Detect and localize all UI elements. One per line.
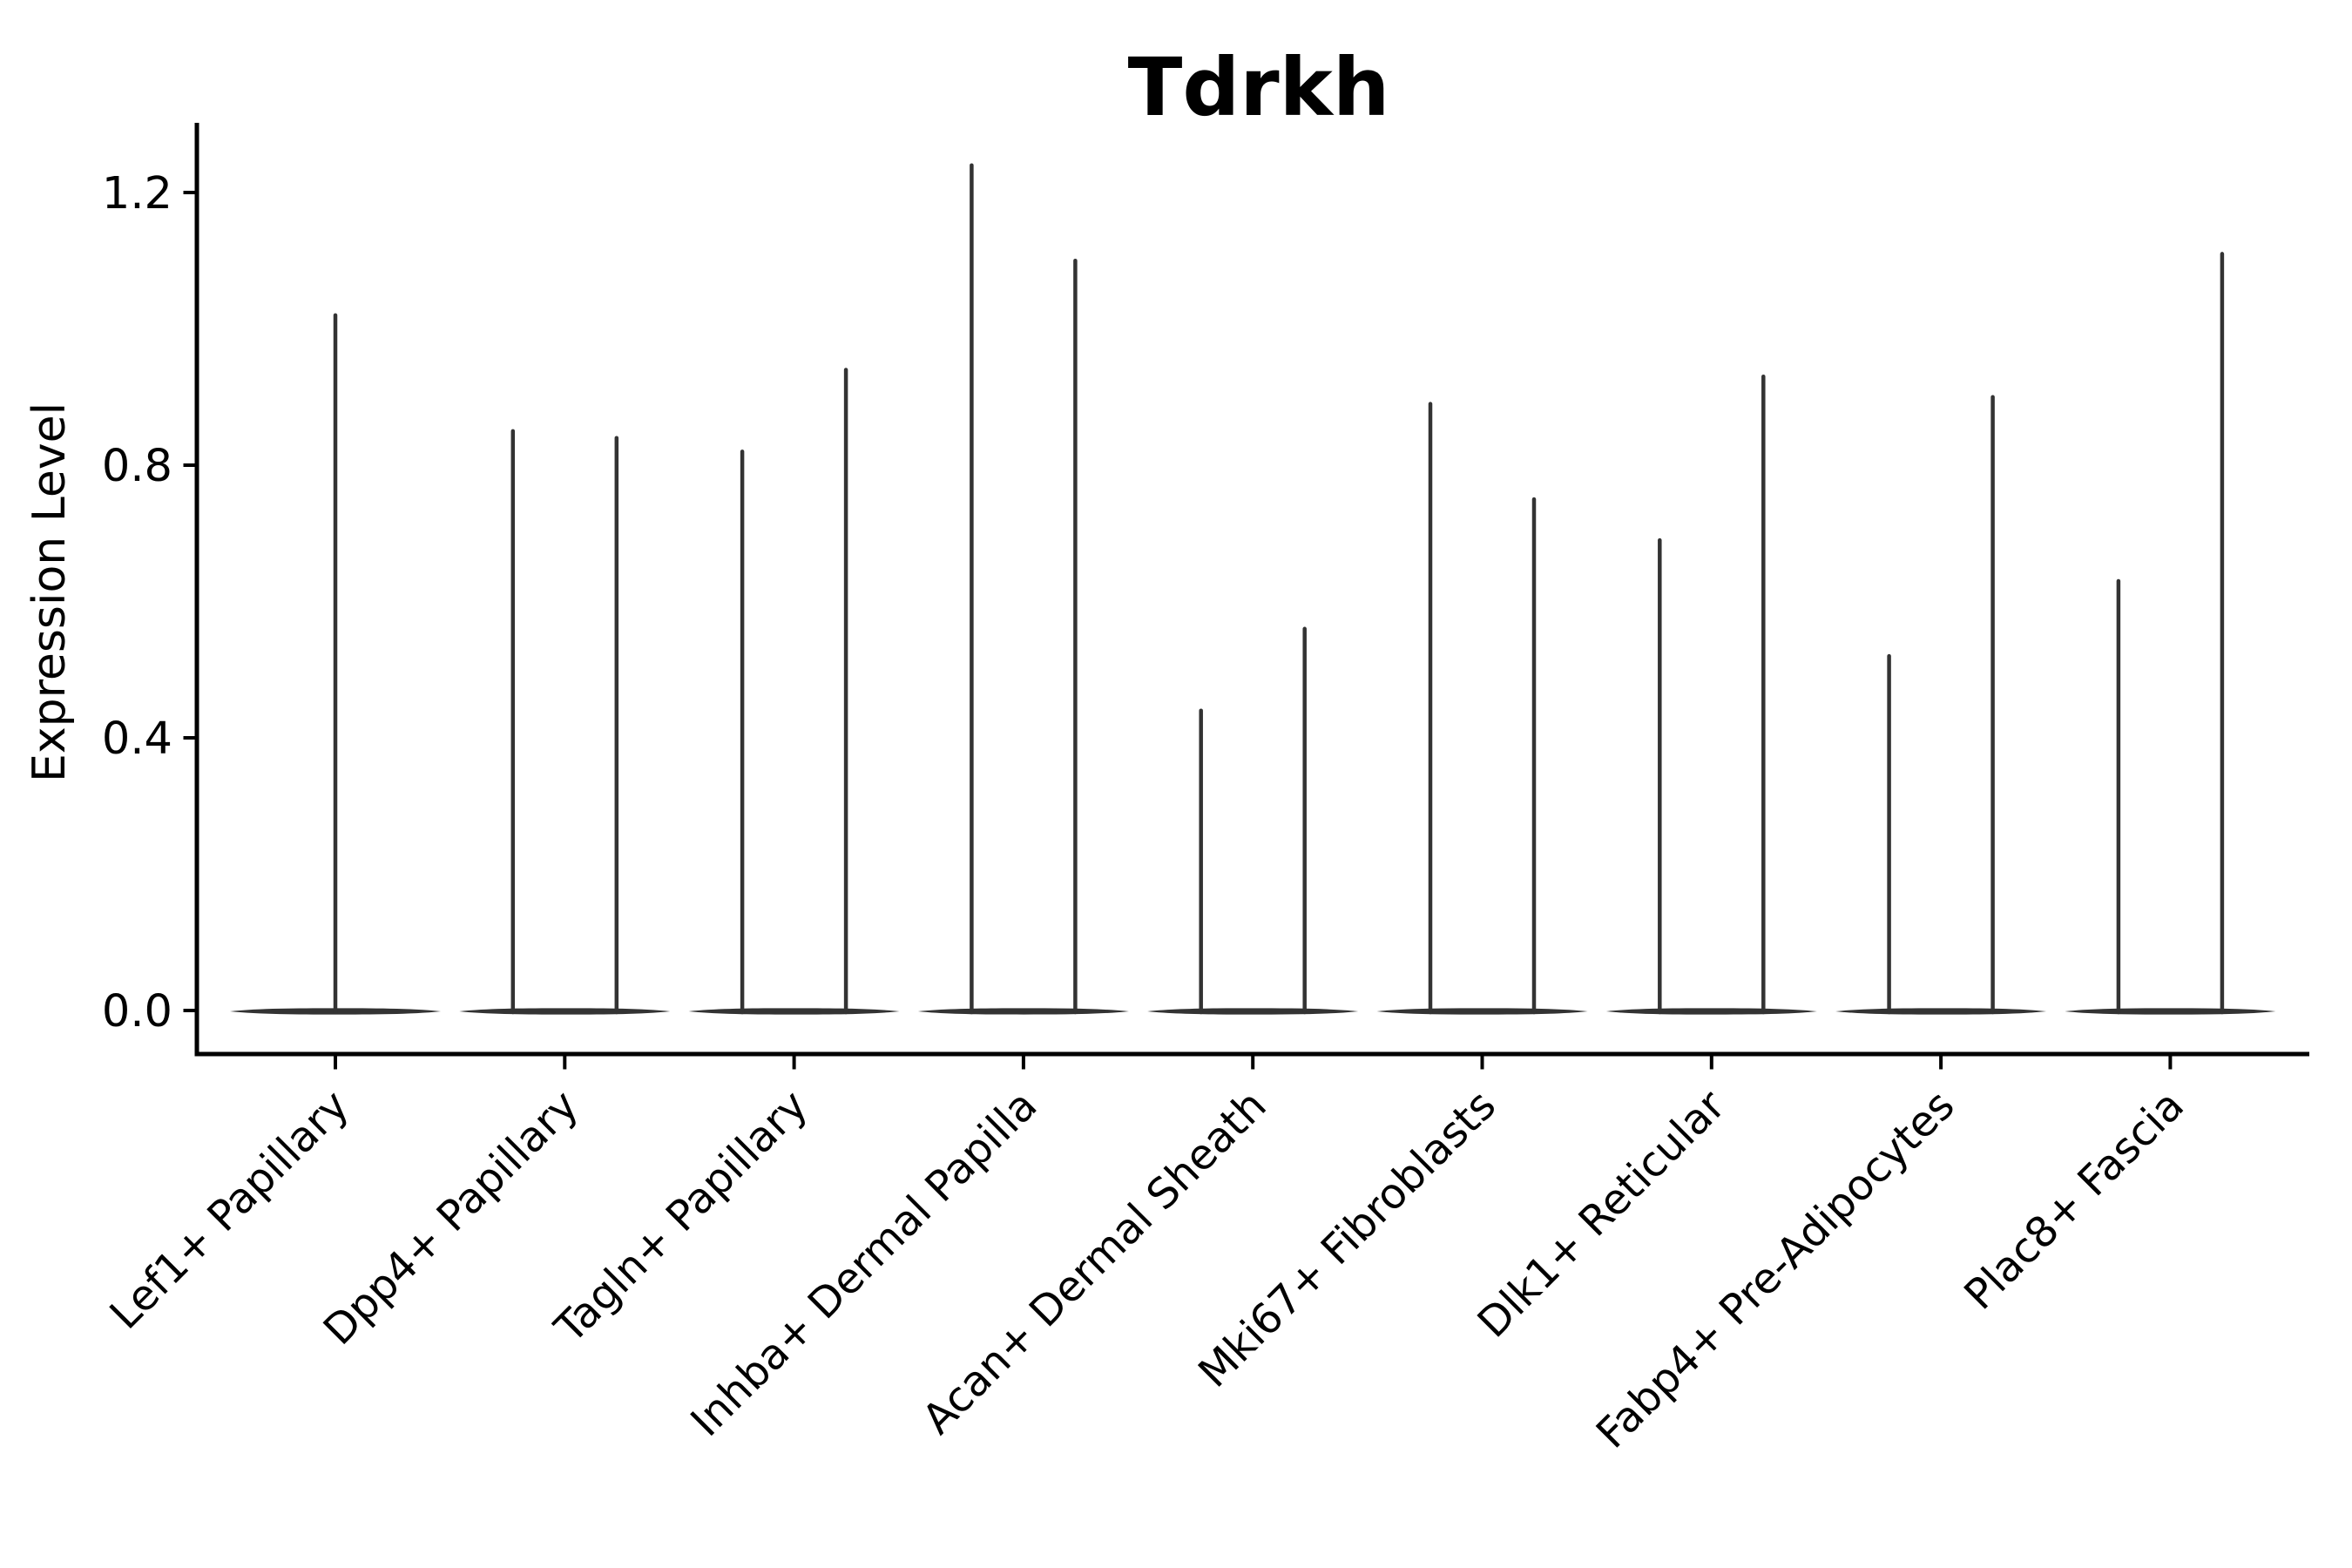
violin-body bbox=[688, 1008, 900, 1015]
violin-body bbox=[1147, 1008, 1359, 1015]
violin-group bbox=[1835, 395, 2047, 1015]
violin-body bbox=[1835, 1008, 2047, 1015]
x-tick-label: Tagln+ Papillary bbox=[545, 1081, 817, 1353]
x-tick-label: Plac8+ Fascia bbox=[1955, 1081, 2193, 1320]
violin-group bbox=[1147, 626, 1359, 1015]
violin-group bbox=[459, 429, 671, 1015]
violin-group bbox=[1376, 402, 1588, 1015]
x-tick-label: Dlk1+ Reticular bbox=[1469, 1081, 1735, 1348]
violin-group bbox=[688, 368, 900, 1015]
y-tick-label: 0.4 bbox=[102, 713, 172, 765]
violin-body bbox=[2065, 1008, 2276, 1015]
x-tick-label: Dpp4+ Papillary bbox=[314, 1081, 588, 1355]
violin-group bbox=[230, 313, 441, 1015]
violin-body bbox=[1376, 1008, 1588, 1015]
y-tick-label: 0.8 bbox=[102, 441, 172, 492]
chart-title: Tdrkh bbox=[1128, 41, 1390, 134]
violins bbox=[230, 163, 2276, 1015]
violin-group bbox=[1605, 375, 1817, 1015]
violin-group bbox=[2065, 252, 2276, 1015]
violin-body bbox=[459, 1008, 671, 1015]
y-tick-label: 0.0 bbox=[102, 986, 172, 1037]
violin-body bbox=[917, 1008, 1129, 1015]
violin-group bbox=[917, 163, 1129, 1015]
violin-body bbox=[1605, 1008, 1817, 1015]
x-tick-label: Lef1+ Papillary bbox=[101, 1081, 359, 1339]
y-axis-title: Expression Level bbox=[24, 402, 76, 782]
y-tick-label: 1.2 bbox=[102, 168, 172, 220]
